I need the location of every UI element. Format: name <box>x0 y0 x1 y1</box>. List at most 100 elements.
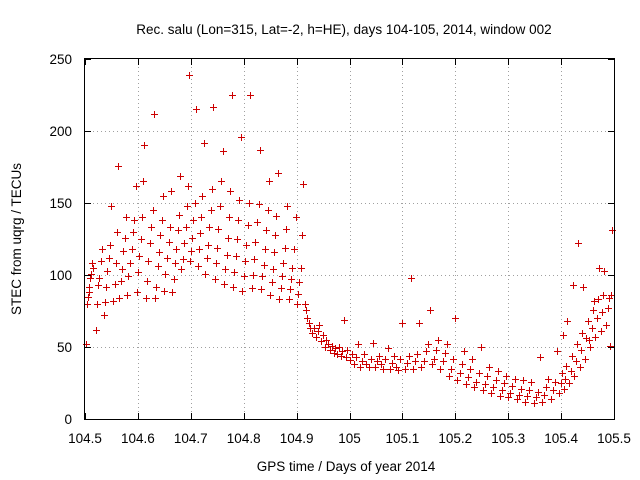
data-point <box>225 235 232 242</box>
data-point <box>471 384 478 391</box>
data-point <box>448 366 455 373</box>
data-point <box>138 236 145 243</box>
data-point <box>528 379 535 386</box>
data-point <box>217 203 224 210</box>
data-point <box>199 193 206 200</box>
data-point <box>433 347 440 354</box>
data-point <box>302 301 309 308</box>
data-point <box>106 255 113 262</box>
data-point <box>150 207 157 214</box>
plot-frame <box>84 58 615 420</box>
data-point <box>143 295 150 302</box>
data-point <box>293 214 300 221</box>
data-point <box>115 163 122 170</box>
data-point <box>88 271 95 278</box>
data-point <box>518 386 525 393</box>
data-point <box>596 265 603 272</box>
data-point <box>585 318 592 325</box>
data-point <box>311 325 318 332</box>
data-point <box>172 260 179 267</box>
data-point <box>457 370 464 377</box>
data-point <box>535 389 542 396</box>
data-point <box>123 214 130 221</box>
data-point <box>204 255 211 262</box>
data-point <box>104 268 111 275</box>
data-point <box>370 340 377 347</box>
y-tick-label: 150 <box>49 196 72 211</box>
data-point <box>133 183 140 190</box>
data-point <box>231 269 238 276</box>
data-point <box>359 358 366 365</box>
data-point <box>241 273 248 280</box>
data-point <box>139 214 146 221</box>
data-point <box>545 376 552 383</box>
data-point <box>339 348 346 355</box>
data-point <box>315 328 322 335</box>
data-point <box>269 279 276 286</box>
data-point <box>188 248 195 255</box>
data-point <box>300 181 307 188</box>
data-point <box>134 289 141 296</box>
data-point <box>524 393 531 400</box>
data-point <box>509 383 516 390</box>
data-point <box>212 276 219 283</box>
data-point <box>245 222 252 229</box>
data-point <box>214 245 221 252</box>
data-point <box>512 376 519 383</box>
data-point <box>144 278 151 285</box>
data-point <box>554 348 561 355</box>
data-point <box>323 337 330 344</box>
data-point <box>313 334 320 341</box>
x-axis-label: GPS time / Days of year 2014 <box>257 459 436 474</box>
x-tick-label: 105.5 <box>597 431 631 446</box>
x-tick-label: 105.1 <box>386 431 420 446</box>
data-point <box>130 229 137 236</box>
data-point <box>252 239 259 246</box>
data-point <box>309 330 316 337</box>
data-point <box>226 214 233 221</box>
data-point <box>246 200 253 207</box>
data-point <box>607 343 614 350</box>
data-point <box>349 351 356 358</box>
data-point <box>131 217 138 224</box>
data-point <box>395 367 402 374</box>
data-point <box>363 361 370 368</box>
data-point <box>476 370 483 377</box>
data-point <box>564 318 571 325</box>
data-point <box>603 322 610 329</box>
data-point <box>353 354 360 361</box>
data-point <box>265 207 272 214</box>
data-point <box>209 186 216 193</box>
data-point <box>236 197 243 204</box>
y-tick-label: 250 <box>49 52 72 67</box>
data-point <box>338 353 345 360</box>
data-point <box>552 379 559 386</box>
data-point <box>108 203 115 210</box>
data-point <box>197 230 204 237</box>
data-point <box>249 285 256 292</box>
data-point <box>181 240 188 247</box>
data-point <box>256 201 263 208</box>
data-point <box>270 266 277 273</box>
data-point <box>192 200 199 207</box>
data-point <box>380 366 387 373</box>
data-point <box>234 236 241 243</box>
data-point <box>366 364 373 371</box>
data-point <box>153 284 160 291</box>
y-tick-label: 100 <box>49 268 72 283</box>
data-point <box>378 361 385 368</box>
x-tick-label: 104.5 <box>68 431 102 446</box>
data-point <box>423 348 430 355</box>
data-point <box>486 364 493 371</box>
data-point <box>208 207 215 214</box>
data-point <box>421 358 428 365</box>
data-point <box>465 374 472 381</box>
data-point <box>344 347 351 354</box>
data-point <box>558 380 565 387</box>
data-point <box>582 356 589 363</box>
data-point <box>595 296 602 303</box>
data-point <box>140 178 147 185</box>
data-point <box>289 265 296 272</box>
data-point <box>127 260 134 267</box>
data-point <box>488 390 495 397</box>
